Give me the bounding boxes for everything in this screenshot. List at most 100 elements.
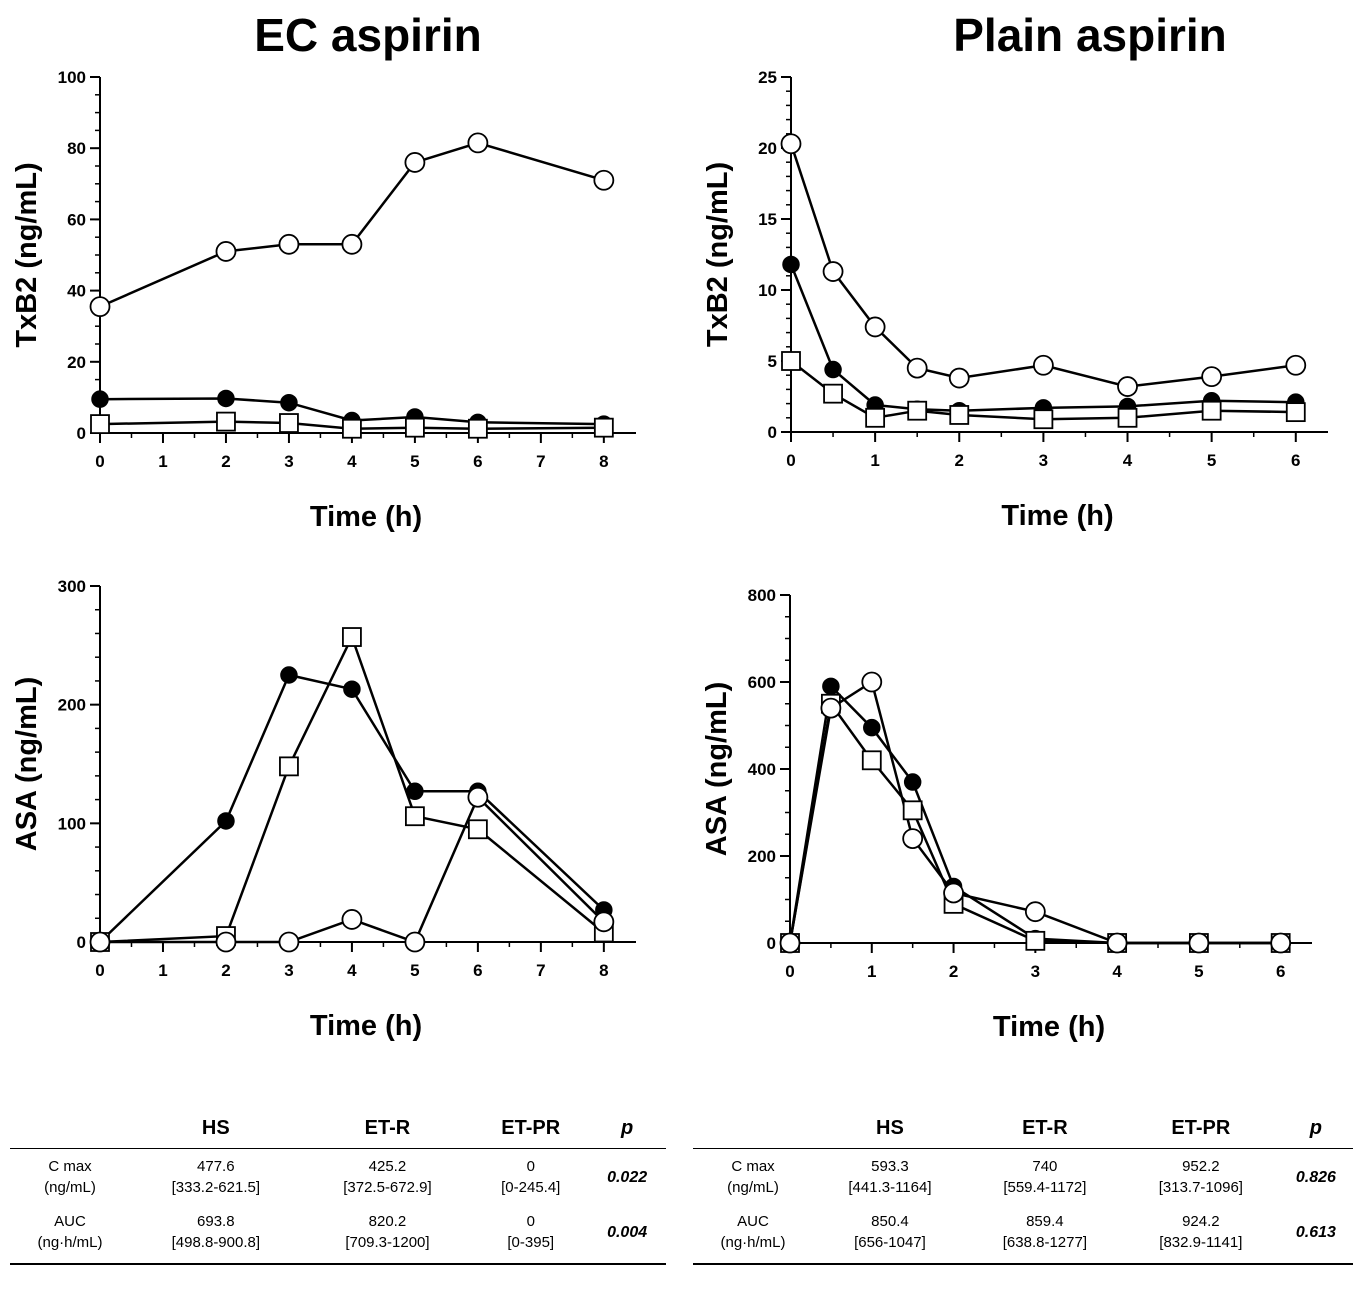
data-point-filled-circle xyxy=(91,390,109,408)
x-tick-label: 6 xyxy=(1291,451,1300,470)
data-point-open-square xyxy=(1285,402,1306,423)
data-point-filled-circle xyxy=(280,666,298,684)
plain-txb2-chart: 0 5 10 15 20 25 0 1 2 3 4 5 6 Time (h) TxB2 (ng/mL) xyxy=(702,68,1328,532)
row-label: AUC (ng·h/mL) xyxy=(10,1204,130,1265)
x-tick-label: 0 xyxy=(785,962,794,981)
y-tick-label: 0 xyxy=(768,423,777,442)
cell-et-r: 820.2 [709.3-1200] xyxy=(301,1204,474,1265)
data-point-open-circle xyxy=(1106,932,1128,954)
data-point-open-circle xyxy=(1201,366,1223,388)
data-point-open-square xyxy=(467,418,488,439)
x-axis-title: Time (h) xyxy=(310,1010,422,1042)
data-point-open-square xyxy=(1201,400,1222,421)
header-et-pr: ET-PR xyxy=(473,1108,589,1149)
y-tick-label: 0 xyxy=(77,933,86,952)
x-tick-label: 6 xyxy=(473,452,482,471)
data-point-open-square xyxy=(902,800,923,821)
x-tick-label: 5 xyxy=(410,452,419,471)
data-point-open-circle xyxy=(215,931,237,953)
data-point-open-square xyxy=(861,750,882,771)
cell-hs: 477.6 [333.2-621.5] xyxy=(171,1158,261,1196)
x-tick-label: 4 xyxy=(1123,451,1133,470)
table-row-cmax: C max (ng/mL) 593.3 [441.3-1164] 740 [559.4… xyxy=(693,1149,1353,1205)
data-point-open-circle xyxy=(593,169,615,191)
x-tick-label: 3 xyxy=(284,961,293,980)
x-axis-title: Time (h) xyxy=(310,501,422,533)
data-point-open-circle xyxy=(1270,932,1292,954)
cell-et-pr: 952.2 [313.7-1096] xyxy=(1158,1158,1243,1196)
cell-et-pr: 0 [0-395] xyxy=(473,1204,589,1265)
x-tick-label: 4 xyxy=(1112,962,1122,981)
x-tick-label: 7 xyxy=(536,961,545,980)
x-tick-label: 0 xyxy=(95,452,104,471)
cell-et-r: 859.4 [638.8-1277] xyxy=(966,1204,1123,1265)
x-tick-label: 3 xyxy=(284,452,293,471)
data-point-filled-circle xyxy=(343,680,361,698)
cell-et-r: 425.2 [372.5-672.9] xyxy=(343,1158,432,1196)
x-tick-label: 5 xyxy=(410,961,419,980)
x-tick-label: 1 xyxy=(867,962,876,981)
y-axis-title: ASA (ng/mL) xyxy=(701,682,733,857)
cell-et-pr: 0 [0-245.4] xyxy=(501,1158,561,1196)
x-tick-label: 1 xyxy=(870,451,879,470)
data-point-open-circle xyxy=(404,152,426,173)
cell-p: 0.826 xyxy=(1295,1168,1336,1186)
data-point-open-square xyxy=(342,418,362,439)
data-point-open-square xyxy=(907,400,928,421)
series-line-open-circle xyxy=(99,141,605,308)
data-point-open-square xyxy=(593,417,614,438)
x-tick-label: 0 xyxy=(786,451,795,470)
data-point-filled-circle xyxy=(822,677,840,696)
data-point-open-circle xyxy=(593,911,615,933)
x-tick-label: 3 xyxy=(1039,451,1048,470)
header-hs: HS xyxy=(130,1108,302,1149)
data-point-open-square xyxy=(949,405,970,425)
y-tick-label: 0 xyxy=(77,424,86,443)
data-point-open-circle xyxy=(404,931,426,953)
data-point-open-circle xyxy=(820,697,842,719)
data-point-filled-circle xyxy=(406,782,424,801)
data-point-open-square xyxy=(279,756,299,777)
y-axis-title: TxB2 (ng/mL) xyxy=(702,162,734,347)
y-tick-label: 10 xyxy=(758,281,777,300)
x-tick-label: 3 xyxy=(1031,962,1040,981)
cell-hs: 593.3 [441.3-1164] xyxy=(848,1158,932,1196)
x-tick-label: 7 xyxy=(536,452,545,471)
y-tick-label: 600 xyxy=(748,673,776,692)
header-et-r: ET-R xyxy=(301,1108,474,1149)
data-point-open-circle xyxy=(215,241,237,262)
y-tick-label: 200 xyxy=(748,847,776,866)
y-tick-label: 25 xyxy=(758,68,777,87)
table-header-row: HS ET-R ET-PR p xyxy=(693,1108,1353,1149)
cell-p: 0.022 xyxy=(607,1168,648,1186)
data-point-filled-circle xyxy=(903,773,922,791)
y-tick-label: 200 xyxy=(58,696,86,715)
cell-hs: 850.4 [656-1047] xyxy=(813,1204,967,1265)
cell-p: 0.613 xyxy=(1278,1204,1353,1265)
x-tick-label: 4 xyxy=(347,452,357,471)
data-point-open-square xyxy=(781,351,801,371)
data-point-open-circle xyxy=(906,357,928,379)
y-axis-title: TxB2 (ng/mL) xyxy=(11,162,43,347)
x-tick-label: 5 xyxy=(1194,962,1203,981)
x-tick-label: 2 xyxy=(955,451,964,470)
data-point-filled-circle xyxy=(782,255,800,274)
plain-aspirin-table: HS ET-R ET-PR p C max (ng/mL) 593.3 [441.3… xyxy=(693,1108,1353,1265)
data-point-open-square xyxy=(90,414,110,435)
x-tick-label: 0 xyxy=(95,961,104,980)
data-point-open-square xyxy=(1025,930,1046,951)
cell-et-pr: 924.2 [832.9-1141] xyxy=(1122,1204,1279,1265)
ec-aspirin-table: HS ET-R ET-PR p C max (ng/mL) 477.6 [333.2… xyxy=(10,1108,666,1265)
data-point-open-circle xyxy=(278,233,300,255)
data-point-open-square xyxy=(404,417,425,438)
data-point-open-square xyxy=(404,806,425,827)
table-header-row: HS ET-R ET-PR p xyxy=(10,1108,666,1149)
y-tick-label: 300 xyxy=(58,577,86,596)
x-axis-title: Time (h) xyxy=(1001,500,1113,532)
data-point-filled-circle xyxy=(217,812,235,830)
data-point-filled-circle xyxy=(863,718,881,737)
header-et-r: ET-R xyxy=(966,1108,1123,1149)
data-point-open-circle xyxy=(1117,376,1138,397)
y-tick-label: 80 xyxy=(67,139,86,158)
data-point-open-square xyxy=(865,407,886,428)
